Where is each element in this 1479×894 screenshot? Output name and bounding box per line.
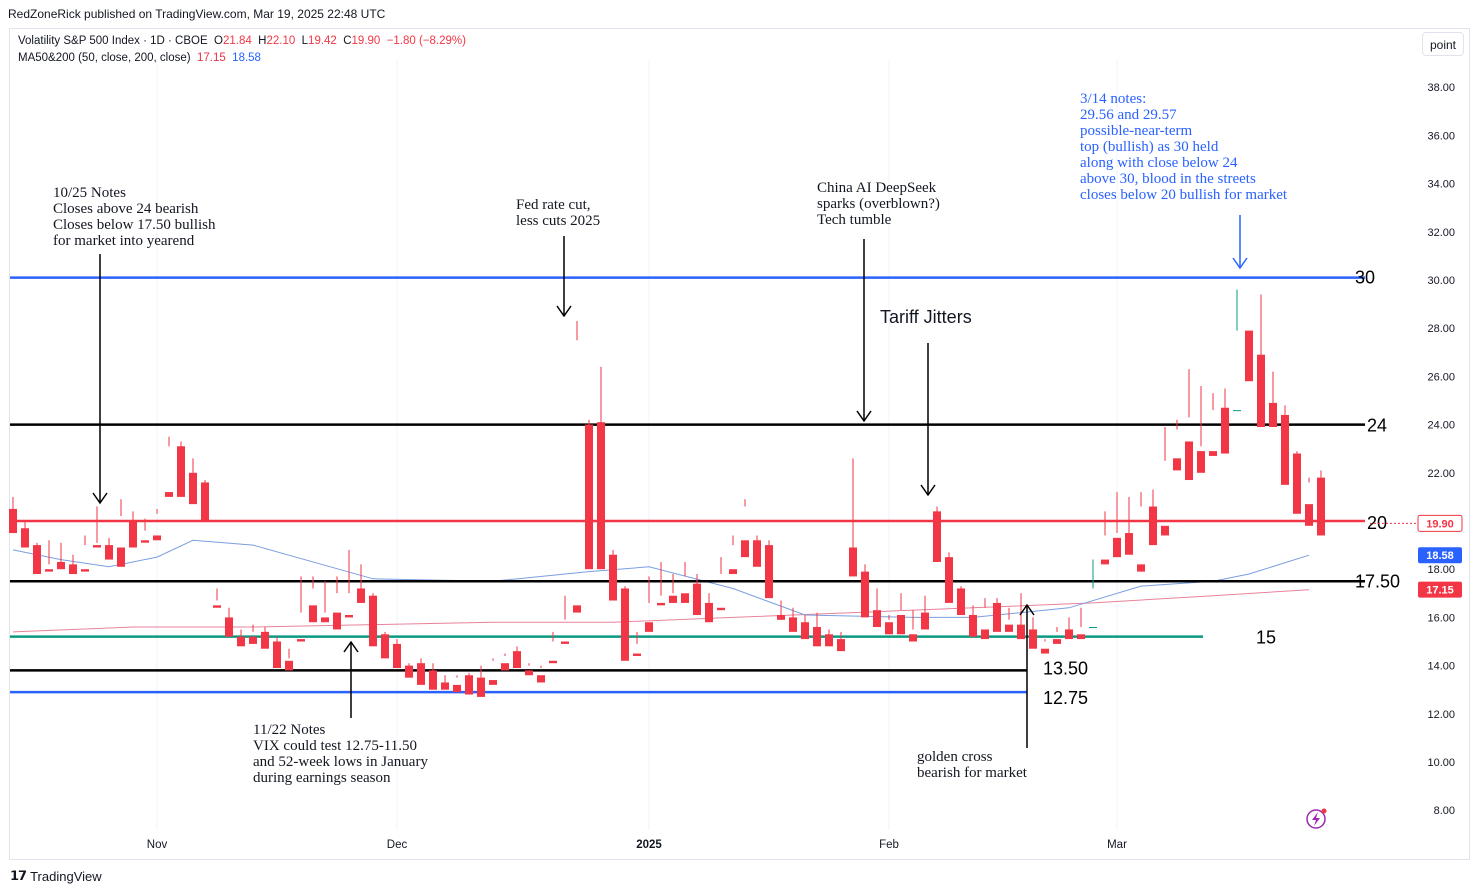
ohlc-close: 19.90 (351, 35, 381, 47)
ohlc-l-label: L (301, 35, 309, 47)
ma-legend[interactable]: MA50&200 (50, close, 200, close) 17.15 1… (18, 52, 261, 64)
ohlc-change: −1.80 (−8.29%) (386, 35, 466, 47)
chart-pane-border (9, 28, 1470, 860)
ohlc-o-label: O (214, 35, 223, 47)
ohlc-c-label: C (343, 35, 352, 47)
ma-indicator-title: MA50&200 (50, close, 200, close) (18, 52, 191, 64)
price-scale-unit-button[interactable]: point (1422, 32, 1464, 56)
ma50-value: 17.15 (197, 52, 226, 64)
tradingview-brand: TradingView (30, 868, 102, 884)
ohlc-open: 21.84 (222, 35, 252, 47)
ma200-value: 18.58 (232, 52, 261, 64)
ohlc-high: 22.10 (266, 35, 296, 47)
tradingview-logo[interactable]: 𝟭𝟳 TradingView (10, 868, 102, 884)
tradingview-mark-icon: 𝟭𝟳 (10, 868, 27, 883)
publisher-line: RedZoneRick published on TradingView.com… (8, 7, 386, 21)
ohlc-low: 19.42 (308, 35, 337, 47)
symbol-title: Volatility S&P 500 Index · 1D · CBOE (18, 35, 208, 47)
ohlc-h-label: H (258, 35, 267, 47)
symbol-legend[interactable]: Volatility S&P 500 Index · 1D · CBOE O21… (18, 35, 466, 47)
